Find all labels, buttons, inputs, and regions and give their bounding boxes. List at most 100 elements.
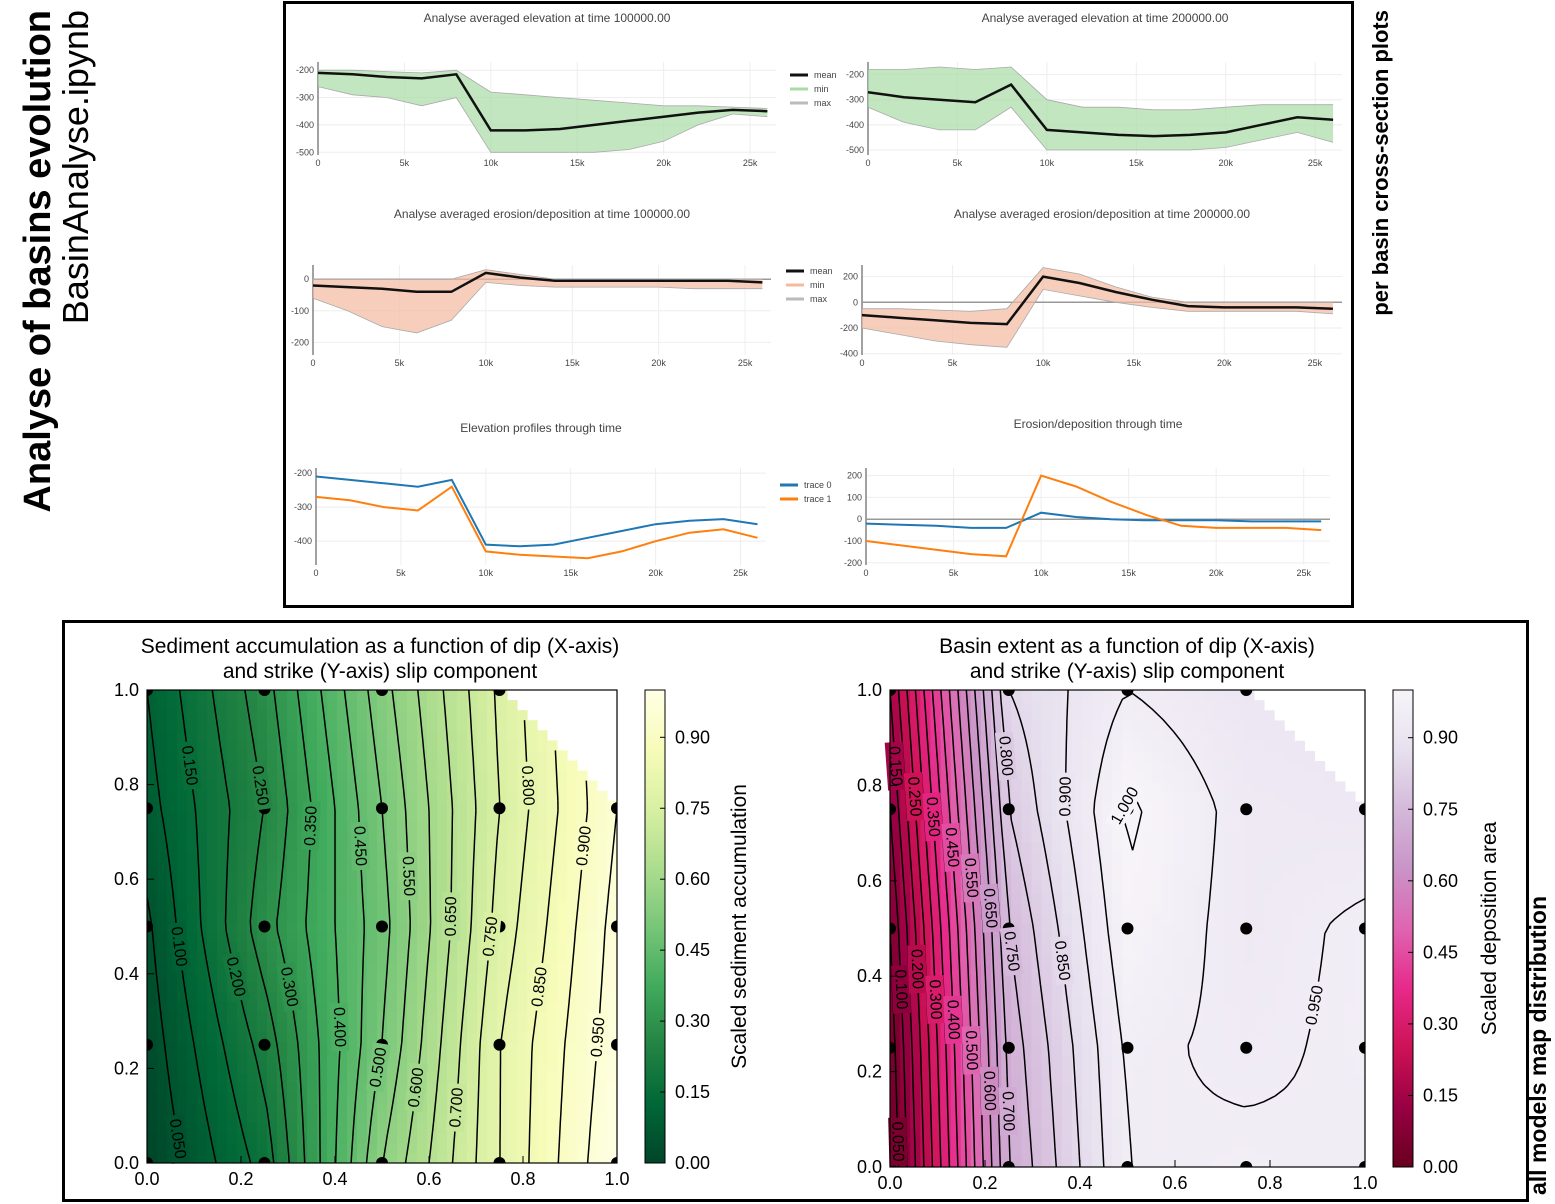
heat-cell <box>1243 720 1255 732</box>
heat-cell <box>1314 771 1326 782</box>
heat-cell <box>167 750 178 762</box>
heat-cell <box>537 830 548 842</box>
heat-cell <box>437 700 448 711</box>
heat-cell <box>547 1032 558 1043</box>
heat-cell <box>920 1004 932 1016</box>
heat-cell <box>980 740 992 752</box>
label-bg <box>1301 980 1328 1031</box>
heat-cell <box>287 1112 298 1124</box>
heat-cell <box>1051 1035 1063 1046</box>
heat-cell <box>427 891 438 902</box>
heat-cell <box>187 1082 198 1094</box>
heat-cell <box>497 740 508 751</box>
heat-cell <box>247 1022 258 1033</box>
heat-cell <box>1001 1136 1012 1148</box>
heat-cell <box>507 1042 518 1053</box>
heat-cell <box>597 1122 608 1134</box>
heat-cell <box>557 961 568 973</box>
heat-cell <box>1132 740 1144 752</box>
heat-cell <box>1243 842 1255 853</box>
heat-cell <box>517 861 528 872</box>
sample-point <box>890 1041 896 1054</box>
heat-cell <box>267 730 278 741</box>
heat-cell <box>467 820 478 832</box>
heat-cell <box>940 903 952 914</box>
heat-cell <box>1071 821 1083 833</box>
heat-cell <box>397 760 408 772</box>
heat-cell <box>427 690 438 701</box>
heat-cell <box>197 720 208 731</box>
heat-cell <box>1061 872 1073 884</box>
heat-cell <box>217 1152 228 1163</box>
heat-cell <box>187 1142 198 1154</box>
heat-cell <box>167 1092 178 1104</box>
heat-cell <box>297 1092 308 1104</box>
y-tick-label: -500 <box>846 145 864 155</box>
heat-cell <box>1294 953 1305 965</box>
heat-cell <box>1071 1085 1083 1097</box>
heat-cell <box>1071 923 1083 935</box>
heat-cell <box>177 730 188 741</box>
heat-cell <box>1274 730 1285 742</box>
heat-cell <box>1193 730 1204 742</box>
heat-cell <box>1314 1085 1326 1097</box>
heat-cell <box>557 941 568 953</box>
heat-cell <box>1324 913 1336 925</box>
heat-cell <box>237 1032 248 1043</box>
heat-cell <box>527 871 538 882</box>
heat-cell <box>930 943 942 955</box>
heat-cell <box>147 891 158 902</box>
heat-cell <box>1223 710 1235 722</box>
heat-cell <box>1253 1075 1265 1087</box>
heat-cell <box>517 820 528 832</box>
heat-cell <box>960 832 972 843</box>
heat-cell <box>287 911 298 923</box>
heat-cell <box>587 861 598 872</box>
heat-cell <box>347 1082 358 1094</box>
heat-cell <box>187 911 198 923</box>
heat-cell <box>1102 1075 1113 1087</box>
heat-cell <box>407 720 418 731</box>
heat-cell <box>1172 903 1184 914</box>
heat-cell <box>587 971 598 983</box>
heat-cell <box>960 1106 972 1117</box>
heat-cell <box>367 961 378 973</box>
heat-cell <box>227 881 238 892</box>
heat-cell <box>1203 872 1215 884</box>
heat-cell <box>1193 1095 1204 1107</box>
heat-cell <box>557 971 568 983</box>
heat-cell <box>177 830 188 842</box>
heat-cell <box>950 1156 962 1167</box>
heat-cell <box>1324 1075 1336 1087</box>
heat-cell <box>157 1132 168 1144</box>
heat-cell <box>317 1112 328 1124</box>
heat-cell <box>547 820 558 832</box>
heat-cell <box>1061 1035 1073 1046</box>
heat-cell <box>1021 801 1033 813</box>
heat-cell <box>1304 750 1316 762</box>
heat-cell <box>1031 1156 1043 1167</box>
heat-cell <box>447 881 458 892</box>
heat-cell <box>1334 821 1346 833</box>
heat-cell <box>447 1022 458 1033</box>
heat-cell <box>277 1072 288 1084</box>
heat-cell <box>497 690 508 701</box>
heat-cell <box>1031 913 1043 925</box>
contour-label: 0.100 <box>166 921 192 972</box>
contour-label: 0.650 <box>979 883 1001 933</box>
heat-cell <box>1203 1095 1215 1107</box>
chart-title: Analyse averaged erosion/deposition at t… <box>954 207 1251 221</box>
heat-cell <box>1233 1106 1245 1117</box>
heat-cell <box>227 861 238 872</box>
heat-cell <box>1142 872 1154 884</box>
heat-cell <box>1041 1014 1053 1026</box>
heat-cell <box>1193 872 1204 884</box>
heat-cell <box>1223 1136 1235 1148</box>
heat-cell <box>327 800 338 812</box>
heat-cell <box>1001 710 1012 722</box>
heat-cell <box>297 1082 308 1094</box>
heat-cell <box>1203 832 1215 843</box>
heat-cell <box>1324 1136 1336 1148</box>
heat-cell <box>347 1102 358 1114</box>
heat-cell <box>187 1102 198 1114</box>
